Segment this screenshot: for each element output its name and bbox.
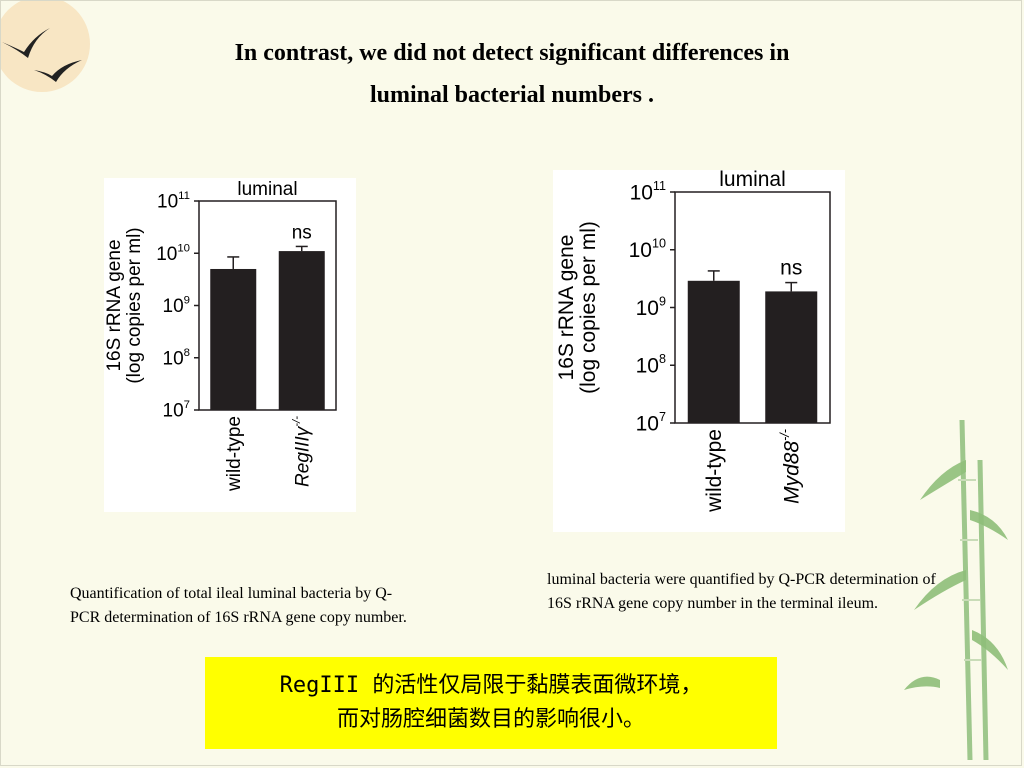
title-line-2: luminal bacterial numbers . xyxy=(369,82,654,108)
y-tick-label: 108 xyxy=(163,347,190,370)
category-name: wild-type xyxy=(703,429,726,513)
y-tick-base: 10 xyxy=(630,181,653,204)
y-tick-label: 1011 xyxy=(157,190,190,213)
bar-annotation: ns xyxy=(292,222,312,243)
x-tick-label: Myd88-/- xyxy=(778,429,803,504)
y-axis-label-line-1: 16S rRNA gene xyxy=(104,239,125,371)
y-tick-base: 10 xyxy=(636,297,659,320)
x-tick-label: RegIIIγ-/- xyxy=(291,416,314,487)
y-tick-base: 10 xyxy=(163,296,184,317)
y-tick-base: 10 xyxy=(163,401,184,422)
y-tick-base: 10 xyxy=(156,244,177,265)
y-tick-base: 10 xyxy=(157,192,178,213)
title-line-1: In contrast, we did not detect significa… xyxy=(234,40,790,66)
category-name: Myd88 xyxy=(781,441,804,504)
summary-box: RegIII 的活性仅局限于黏膜表面微环境， 而对肠腔细菌数目的影响很小。 xyxy=(205,657,777,749)
category-name: wild-type xyxy=(224,416,245,492)
y-axis-label-line-2: (log copies per ml) xyxy=(577,221,600,394)
category-name: RegIIIγ xyxy=(292,425,313,487)
y-tick-exponent: 10 xyxy=(177,242,190,254)
y-tick-base: 10 xyxy=(629,239,652,262)
y-tick-exponent: 9 xyxy=(184,295,190,307)
right-bar-chart: luminal 107 108 109 1010 1011 16S rRNA gene(lo… xyxy=(553,170,845,532)
right-caption: luminal bacteria were quantified by Q-PC… xyxy=(547,571,936,612)
y-tick-exponent: 8 xyxy=(184,347,190,359)
left-bar-chart: luminal 107 108 109 1010 1011 16S rRNA gene(lo… xyxy=(104,178,356,512)
y-tick-base: 10 xyxy=(636,355,659,378)
y-axis-label-line-2: (log copies per ml) xyxy=(124,227,145,383)
y-tick-base: 10 xyxy=(636,412,659,435)
y-tick-label: 107 xyxy=(636,410,666,435)
y-tick-exponent: 8 xyxy=(659,352,666,366)
y-tick-exponent: 7 xyxy=(659,410,666,424)
bar xyxy=(687,280,740,423)
bar xyxy=(278,251,325,410)
y-tick-exponent: 11 xyxy=(653,179,666,193)
summary-line-1: RegIII 的活性仅局限于黏膜表面微环境， xyxy=(279,673,703,698)
y-tick-exponent: 7 xyxy=(184,399,190,411)
x-tick-label: wild-type xyxy=(703,429,726,513)
category-superscript: -/- xyxy=(778,429,792,441)
chart-title: luminal xyxy=(719,170,786,191)
slide-title: In contrast, we did not detect significa… xyxy=(160,32,864,116)
x-tick-label: wild-type xyxy=(224,416,245,492)
left-caption: Quantification of total ileal luminal ba… xyxy=(70,585,407,626)
bar xyxy=(765,291,818,423)
sun-icon xyxy=(0,0,90,92)
y-tick-exponent: 9 xyxy=(659,294,666,308)
y-tick-label: 1010 xyxy=(629,237,666,262)
y-tick-label: 109 xyxy=(636,294,666,319)
y-tick-label: 1010 xyxy=(156,242,190,265)
y-tick-label: 1011 xyxy=(630,179,666,204)
y-tick-exponent: 10 xyxy=(652,237,666,251)
y-tick-exponent: 11 xyxy=(178,190,190,202)
bar xyxy=(210,268,257,410)
chart-title: luminal xyxy=(237,179,297,200)
y-axis-label: 16S rRNA gene(log copies per ml) xyxy=(104,227,145,383)
bamboo-icon xyxy=(904,420,1008,760)
y-axis-label: 16S rRNA gene(log copies per ml) xyxy=(555,221,600,394)
category-superscript: -/- xyxy=(291,416,303,427)
summary-line-2: 而对肠腔细菌数目的影响很小。 xyxy=(336,707,645,732)
y-tick-label: 107 xyxy=(163,399,190,422)
y-tick-label: 108 xyxy=(636,352,666,377)
bird-icon xyxy=(2,28,82,82)
y-axis-label-line-1: 16S rRNA gene xyxy=(555,235,578,381)
y-tick-base: 10 xyxy=(163,348,184,369)
y-tick-label: 109 xyxy=(163,295,190,318)
bar-annotation: ns xyxy=(780,257,802,280)
